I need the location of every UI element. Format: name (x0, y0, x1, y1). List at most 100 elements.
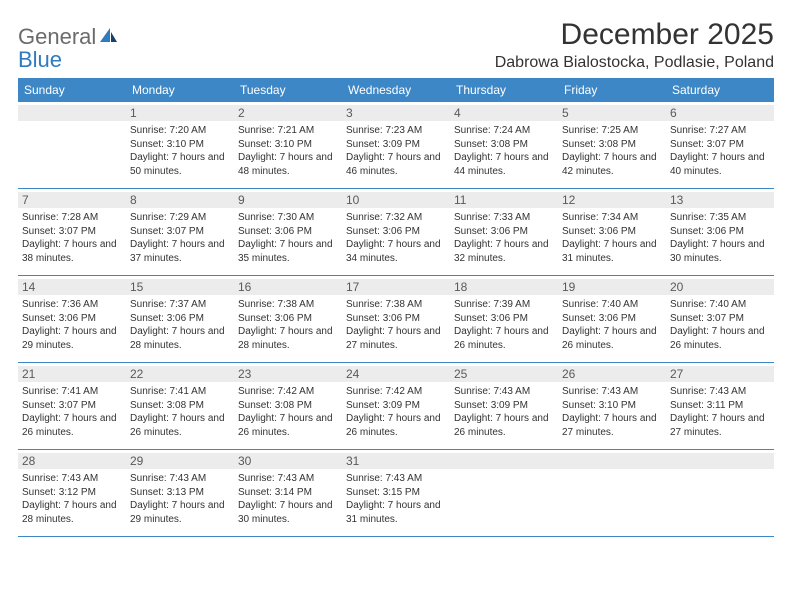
day-info: Sunrise: 7:43 AMSunset: 3:14 PMDaylight:… (238, 472, 338, 526)
sunrise-text: Sunrise: 7:28 AM (22, 211, 122, 225)
sunrise-text: Sunrise: 7:43 AM (238, 472, 338, 486)
sunrise-text: Sunrise: 7:40 AM (670, 298, 770, 312)
sunrise-text: Sunrise: 7:43 AM (346, 472, 446, 486)
sunrise-text: Sunrise: 7:21 AM (238, 124, 338, 138)
day-cell: 23Sunrise: 7:42 AMSunset: 3:08 PMDayligh… (234, 363, 342, 449)
daylight-text: Daylight: 7 hours and 28 minutes. (22, 499, 122, 526)
day-info: Sunrise: 7:35 AMSunset: 3:06 PMDaylight:… (670, 211, 770, 265)
day-info: Sunrise: 7:36 AMSunset: 3:06 PMDaylight:… (22, 298, 122, 352)
sunrise-text: Sunrise: 7:41 AM (22, 385, 122, 399)
sunrise-text: Sunrise: 7:43 AM (562, 385, 662, 399)
day-cell: 1 Sunrise: 7:20 AMSunset: 3:10 PMDaylight… (126, 102, 234, 188)
day-info: Sunrise: 7:38 AMSunset: 3:06 PMDaylight:… (346, 298, 446, 352)
sunset-text: Sunset: 3:08 PM (130, 399, 230, 413)
week-row: 28Sunrise: 7:43 AMSunset: 3:12 PMDayligh… (18, 450, 774, 537)
weekday-thursday: Thursday (450, 78, 558, 102)
daylight-text: Daylight: 7 hours and 29 minutes. (130, 499, 230, 526)
sunrise-text: Sunrise: 7:39 AM (454, 298, 554, 312)
sunrise-text: Sunrise: 7:40 AM (562, 298, 662, 312)
day-info: Sunrise: 7:25 AMSunset: 3:08 PMDaylight:… (562, 124, 662, 178)
sunset-text: Sunset: 3:09 PM (454, 399, 554, 413)
sunset-text: Sunset: 3:06 PM (562, 312, 662, 326)
sunrise-text: Sunrise: 7:27 AM (670, 124, 770, 138)
day-info: Sunrise: 7:30 AMSunset: 3:06 PMDaylight:… (238, 211, 338, 265)
sunrise-text: Sunrise: 7:37 AM (130, 298, 230, 312)
sunrise-text: Sunrise: 7:38 AM (238, 298, 338, 312)
logo-text-wrap: General Blue (18, 26, 118, 72)
daylight-text: Daylight: 7 hours and 28 minutes. (238, 325, 338, 352)
day-cell: 30Sunrise: 7:43 AMSunset: 3:14 PMDayligh… (234, 450, 342, 536)
day-number: 11 (450, 192, 558, 208)
day-number: 10 (342, 192, 450, 208)
day-number: 5 (558, 105, 666, 121)
daylight-text: Daylight: 7 hours and 44 minutes. (454, 151, 554, 178)
sunset-text: Sunset: 3:06 PM (22, 312, 122, 326)
day-info: Sunrise: 7:20 AMSunset: 3:10 PMDaylight:… (130, 124, 230, 178)
sunrise-text: Sunrise: 7:23 AM (346, 124, 446, 138)
daylight-text: Daylight: 7 hours and 26 minutes. (130, 412, 230, 439)
daylight-text: Daylight: 7 hours and 30 minutes. (670, 238, 770, 265)
sunrise-text: Sunrise: 7:43 AM (670, 385, 770, 399)
day-info: Sunrise: 7:43 AMSunset: 3:15 PMDaylight:… (346, 472, 446, 526)
day-number: 4 (450, 105, 558, 121)
day-cell: 20Sunrise: 7:40 AMSunset: 3:07 PMDayligh… (666, 276, 774, 362)
sunset-text: Sunset: 3:07 PM (22, 399, 122, 413)
sunrise-text: Sunrise: 7:42 AM (346, 385, 446, 399)
day-number: 19 (558, 279, 666, 295)
day-info: Sunrise: 7:32 AMSunset: 3:06 PMDaylight:… (346, 211, 446, 265)
day-number: 29 (126, 453, 234, 469)
day-cell: 4 Sunrise: 7:24 AMSunset: 3:08 PMDaylight… (450, 102, 558, 188)
daylight-text: Daylight: 7 hours and 27 minutes. (562, 412, 662, 439)
day-number: 1 (126, 105, 234, 121)
daylight-text: Daylight: 7 hours and 31 minutes. (346, 499, 446, 526)
day-info: Sunrise: 7:23 AMSunset: 3:09 PMDaylight:… (346, 124, 446, 178)
location: Dabrowa Bialostocka, Podlasie, Poland (495, 54, 774, 72)
sunset-text: Sunset: 3:06 PM (346, 225, 446, 239)
day-info: Sunrise: 7:41 AMSunset: 3:07 PMDaylight:… (22, 385, 122, 439)
day-cell (666, 450, 774, 536)
day-info: Sunrise: 7:40 AMSunset: 3:06 PMDaylight:… (562, 298, 662, 352)
day-number (18, 105, 126, 121)
daylight-text: Daylight: 7 hours and 26 minutes. (22, 412, 122, 439)
day-info: Sunrise: 7:24 AMSunset: 3:08 PMDaylight:… (454, 124, 554, 178)
day-number: 13 (666, 192, 774, 208)
day-number (666, 453, 774, 469)
daylight-text: Daylight: 7 hours and 38 minutes. (22, 238, 122, 265)
daylight-text: Daylight: 7 hours and 27 minutes. (346, 325, 446, 352)
day-number: 8 (126, 192, 234, 208)
sunset-text: Sunset: 3:13 PM (130, 486, 230, 500)
weeks-container: 1 Sunrise: 7:20 AMSunset: 3:10 PMDaylight… (18, 102, 774, 537)
title-block: December 2025 Dabrowa Bialostocka, Podla… (495, 18, 774, 72)
day-number: 16 (234, 279, 342, 295)
day-cell: 10 Sunrise: 7:32 AMSunset: 3:06 PMDayligh… (342, 189, 450, 275)
day-info: Sunrise: 7:43 AMSunset: 3:12 PMDaylight:… (22, 472, 122, 526)
logo: General Blue (18, 18, 118, 72)
day-number (558, 453, 666, 469)
day-cell: 9Sunrise: 7:30 AMSunset: 3:06 PMDaylight… (234, 189, 342, 275)
day-cell (18, 102, 126, 188)
sunset-text: Sunset: 3:06 PM (454, 312, 554, 326)
weekday-tuesday: Tuesday (234, 78, 342, 102)
day-info: Sunrise: 7:37 AMSunset: 3:06 PMDaylight:… (130, 298, 230, 352)
sunrise-text: Sunrise: 7:25 AM (562, 124, 662, 138)
weekday-saturday: Saturday (666, 78, 774, 102)
day-cell: 11Sunrise: 7:33 AMSunset: 3:06 PMDayligh… (450, 189, 558, 275)
day-number (450, 453, 558, 469)
day-cell: 8Sunrise: 7:29 AMSunset: 3:07 PMDaylight… (126, 189, 234, 275)
day-info: Sunrise: 7:21 AMSunset: 3:10 PMDaylight:… (238, 124, 338, 178)
day-number: 7 (18, 192, 126, 208)
daylight-text: Daylight: 7 hours and 26 minutes. (454, 412, 554, 439)
day-cell: 13 Sunrise: 7:35 AMSunset: 3:06 PMDayligh… (666, 189, 774, 275)
day-cell: 27Sunrise: 7:43 AMSunset: 3:11 PMDayligh… (666, 363, 774, 449)
week-row: 21Sunrise: 7:41 AMSunset: 3:07 PMDayligh… (18, 363, 774, 450)
day-cell: 24Sunrise: 7:42 AMSunset: 3:09 PMDayligh… (342, 363, 450, 449)
day-info: Sunrise: 7:43 AMSunset: 3:10 PMDaylight:… (562, 385, 662, 439)
day-info: Sunrise: 7:43 AMSunset: 3:09 PMDaylight:… (454, 385, 554, 439)
day-cell: 15Sunrise: 7:37 AMSunset: 3:06 PMDayligh… (126, 276, 234, 362)
day-cell: 29Sunrise: 7:43 AMSunset: 3:13 PMDayligh… (126, 450, 234, 536)
weekday-monday: Monday (126, 78, 234, 102)
sunset-text: Sunset: 3:06 PM (454, 225, 554, 239)
sunset-text: Sunset: 3:11 PM (670, 399, 770, 413)
daylight-text: Daylight: 7 hours and 35 minutes. (238, 238, 338, 265)
day-cell (450, 450, 558, 536)
